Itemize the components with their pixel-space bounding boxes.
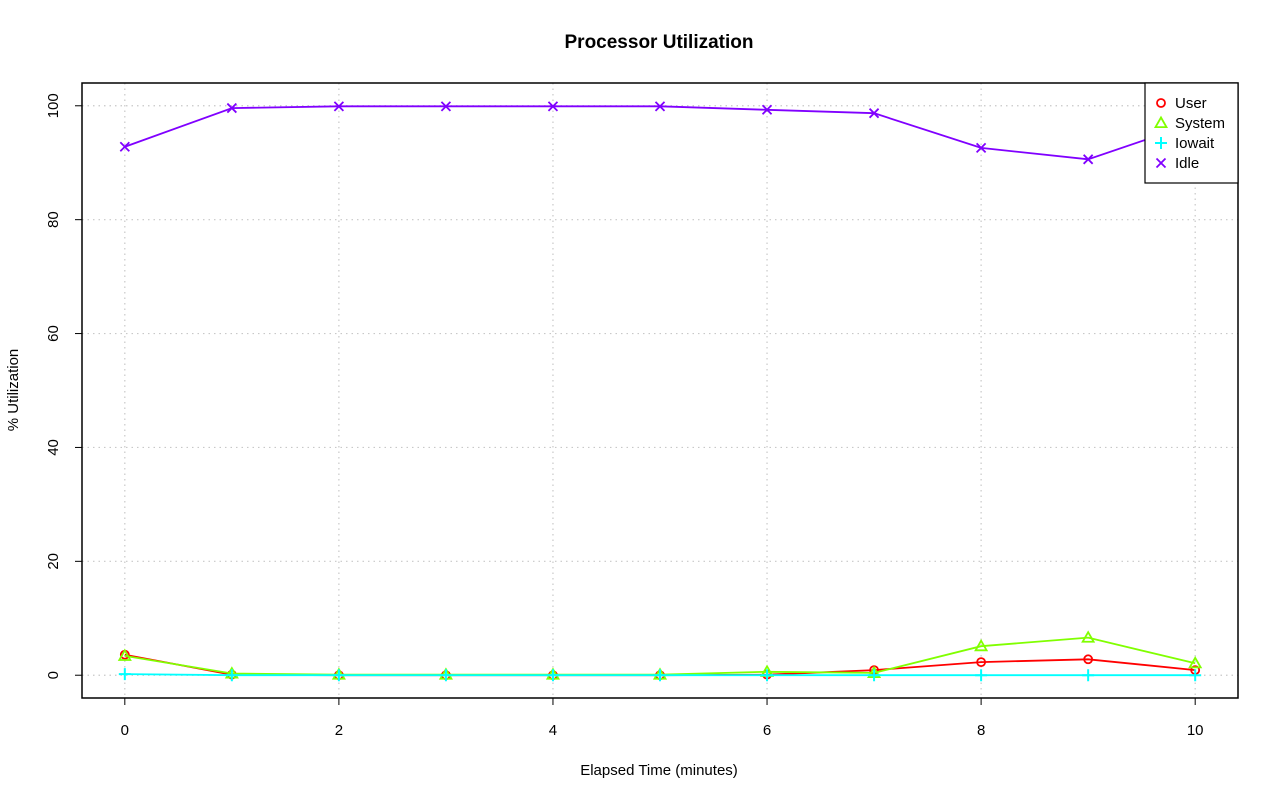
data-point-iowait <box>225 669 238 682</box>
chart-title: Processor Utilization <box>565 32 754 53</box>
data-point-iowait <box>868 669 881 682</box>
data-point-idle <box>226 102 237 114</box>
x-tick-label: 6 <box>763 722 771 739</box>
data-point-user <box>1083 654 1094 665</box>
x-axis-label: Elapsed Time (minutes) <box>580 762 738 779</box>
legend-label-system: System <box>1175 115 1225 132</box>
x-tick-label: 10 <box>1187 722 1204 739</box>
data-point-idle <box>975 142 987 154</box>
data-point-user <box>976 657 987 668</box>
grid <box>82 83 1238 698</box>
legend-marker-iowait <box>1155 137 1167 149</box>
data-point-iowait <box>761 669 774 682</box>
data-point-idle <box>547 101 559 112</box>
data-point-iowait <box>1189 669 1202 682</box>
data-point-idle <box>333 101 345 112</box>
x-tick-label: 2 <box>335 722 343 739</box>
data-point-iowait <box>975 669 988 682</box>
data-point-idle <box>761 104 773 115</box>
y-axis: 0 20 40 60 80 100 <box>45 93 82 679</box>
data-point-system <box>1188 655 1203 669</box>
y-tick-label: 40 <box>45 439 62 456</box>
data-point-system <box>117 648 132 661</box>
legend-marker-idle <box>1155 157 1167 169</box>
legend-label-idle: Idle <box>1175 155 1199 172</box>
x-axis: 0 2 4 6 8 10 <box>121 698 1204 739</box>
y-tick-label: 20 <box>45 553 62 570</box>
data-point-iowait <box>546 669 559 682</box>
data-point-idle <box>1083 154 1094 165</box>
data-point-idle <box>119 141 130 152</box>
legend-marker-user <box>1156 98 1166 108</box>
data-point-system <box>974 638 989 652</box>
legend-label-iowait: Iowait <box>1175 135 1215 152</box>
data-point-iowait <box>1082 669 1095 682</box>
y-tick-label: 100 <box>45 93 62 118</box>
series-line-idle <box>124 105 1196 161</box>
legend-label-user: User <box>1175 95 1207 112</box>
data-point-iowait <box>439 669 452 682</box>
legend-marker-system <box>1153 115 1169 129</box>
data-point-iowait <box>332 669 345 682</box>
y-tick-label: 60 <box>45 325 62 342</box>
legend: User System Iowait Idle <box>1144 82 1239 184</box>
series-idle <box>119 101 1201 165</box>
series-iowait <box>118 668 1202 682</box>
y-tick-label: 0 <box>45 671 62 679</box>
series-layer <box>117 101 1203 682</box>
data-point-idle <box>868 108 880 119</box>
y-tick-label: 80 <box>45 211 62 228</box>
data-point-iowait <box>654 669 666 682</box>
x-tick-label: 4 <box>549 722 557 739</box>
data-point-idle <box>654 101 666 112</box>
y-axis-label: % Utilization <box>5 349 22 432</box>
data-point-system <box>1081 630 1096 643</box>
x-tick-label: 0 <box>121 722 129 739</box>
x-tick-label: 8 <box>977 722 985 739</box>
data-point-idle <box>440 101 452 112</box>
data-point-iowait <box>118 668 131 681</box>
plot-frame <box>81 82 1239 699</box>
